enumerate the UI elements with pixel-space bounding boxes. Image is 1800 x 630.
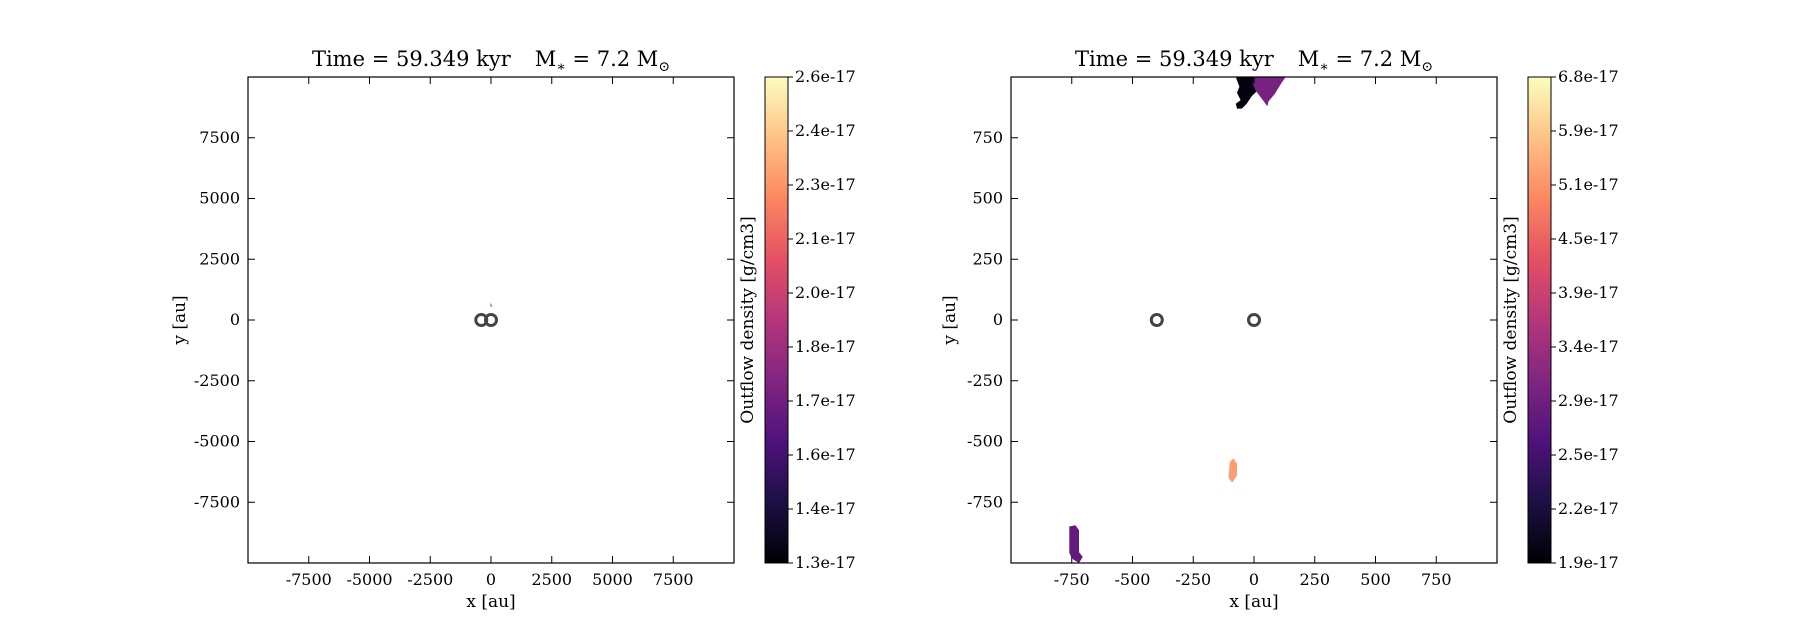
sink-particles — [1149, 313, 1261, 327]
colorbar-tick-label: 5.9e-17 — [1558, 121, 1619, 140]
y-tick-label: 750 — [972, 128, 1003, 147]
colorbar-tick-label: 2.1e-17 — [795, 229, 856, 248]
outflow-region — [1069, 525, 1083, 563]
y-tick-label: -5000 — [194, 432, 240, 451]
outflow-regions — [490, 303, 493, 307]
outflow-region — [1235, 77, 1257, 109]
sink-particle-marker — [1247, 313, 1261, 327]
colorbar-tick-label: 4.5e-17 — [1558, 229, 1619, 248]
x-tick-label: -250 — [1175, 570, 1211, 589]
x-tick-label: 500 — [1360, 570, 1391, 589]
colorbar-tick-label: 1.4e-17 — [795, 499, 856, 518]
colorbar-tick-label: 2.4e-17 — [795, 121, 856, 140]
x-axis: -7500 -5000 -2500 0 2500 5000 7500 — [286, 77, 694, 589]
y-tick-label: 250 — [972, 249, 1003, 268]
right-panel: Time = 59.349 kyr M∗ = 7.2 M⊙ -750 -500 -25… — [940, 47, 1619, 612]
x-tick-label: -5000 — [346, 570, 392, 589]
colorbar-tick-label: 1.8e-17 — [795, 337, 856, 356]
x-tick-label: 2500 — [531, 570, 572, 589]
y-axis: -750 -500 -250 0 250 500 750 — [967, 128, 1497, 511]
y-tick-label: -500 — [967, 432, 1003, 451]
colorbar-label: Outflow density [g/cm3] — [1501, 216, 1521, 423]
colorbar-ticks: 1.9e-17 2.2e-17 2.5e-17 2.9e-17 3.4e-17 3.9e-… — [1551, 67, 1619, 572]
x-axis-label: x [au] — [466, 592, 515, 612]
panel-title: Time = 59.349 kyr M∗ = 7.2 M⊙ — [312, 47, 670, 75]
y-tick-label: 500 — [972, 189, 1003, 208]
y-axis: -7500 -5000 -2500 0 2500 5000 7500 — [194, 128, 734, 511]
colorbar-tick-label: 6.8e-17 — [1558, 67, 1619, 86]
colorbar-tick-label: 2.0e-17 — [795, 283, 856, 302]
colorbar — [764, 76, 789, 564]
x-tick-label: -500 — [1115, 570, 1151, 589]
colorbar-tick-label: 5.1e-17 — [1558, 175, 1619, 194]
x-tick-label: 7500 — [653, 570, 694, 589]
colorbar-tick-label: 2.2e-17 — [1558, 499, 1619, 518]
y-tick-label: 0 — [993, 310, 1003, 329]
colorbar-tick-label: 1.3e-17 — [795, 553, 856, 572]
colorbar — [1527, 76, 1552, 564]
colorbar-tick-label: 3.4e-17 — [1558, 337, 1619, 356]
colorbar-tick-label: 2.9e-17 — [1558, 391, 1619, 410]
sink-particle-marker — [1149, 313, 1164, 327]
x-tick-label: -7500 — [286, 570, 332, 589]
colorbar-tick-label: 1.9e-17 — [1558, 553, 1619, 572]
sink-particle-marker — [484, 313, 498, 327]
outflow-region — [1252, 77, 1286, 107]
colorbar-tick-label: 1.6e-17 — [795, 445, 856, 464]
y-tick-label: 5000 — [199, 189, 240, 208]
y-axis-label: y [au] — [940, 295, 960, 345]
sink-particles — [474, 313, 498, 327]
colorbar-tick-label: 2.6e-17 — [795, 67, 856, 86]
y-tick-label: 2500 — [199, 249, 240, 268]
y-axis-label: y [au] — [170, 295, 190, 345]
y-tick-label: -250 — [967, 371, 1003, 390]
colorbar-label: Outflow density [g/cm3] — [738, 216, 758, 423]
colorbar-ticks: 1.3e-17 1.4e-17 1.6e-17 1.7e-17 1.8e-17 2.0e-… — [788, 67, 856, 572]
left-panel: Time = 59.349 kyr M∗ = 7.2 M⊙ -7500 -5000-… — [170, 47, 856, 612]
colorbar-tick-label: 2.5e-17 — [1558, 445, 1619, 464]
y-tick-label: -750 — [967, 492, 1003, 511]
panel-title: Time = 59.349 kyr M∗ = 7.2 M⊙ — [1075, 47, 1433, 75]
outflow-regions — [1069, 77, 1286, 563]
y-tick-label: 7500 — [199, 128, 240, 147]
y-tick-label: -2500 — [194, 371, 240, 390]
x-axis: -750 -500 -250 0 250 500 750 — [1054, 77, 1452, 589]
x-tick-label: 750 — [1421, 570, 1452, 589]
colorbar-tick-label: 2.3e-17 — [795, 175, 856, 194]
x-tick-label: 250 — [1299, 570, 1330, 589]
x-tick-label: 5000 — [592, 570, 633, 589]
x-tick-label: -2500 — [407, 570, 453, 589]
x-axis-label: x [au] — [1229, 592, 1278, 612]
y-tick-label: -7500 — [194, 492, 240, 511]
y-tick-label: 0 — [230, 310, 240, 329]
x-tick-label: 0 — [1249, 570, 1259, 589]
plot-frame — [247, 76, 735, 564]
x-tick-label: -750 — [1054, 570, 1090, 589]
colorbar-tick-label: 1.7e-17 — [795, 391, 856, 410]
outflow-region — [490, 303, 493, 307]
outflow-region — [1228, 458, 1237, 483]
x-tick-label: 0 — [486, 570, 496, 589]
colorbar-tick-label: 3.9e-17 — [1558, 283, 1619, 302]
plot-frame — [1010, 76, 1498, 564]
